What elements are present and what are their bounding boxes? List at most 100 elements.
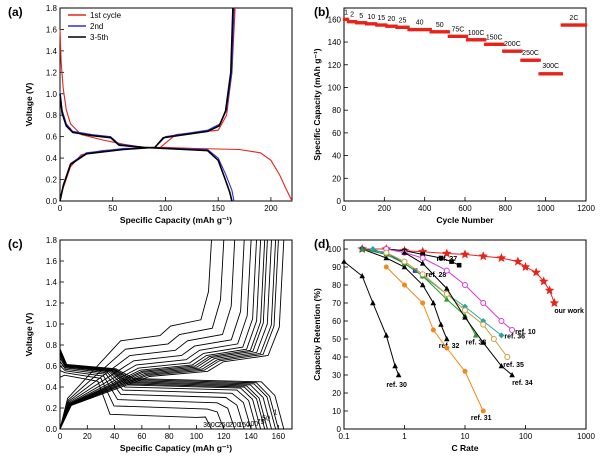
rate-label: 150C [486, 34, 503, 41]
data-point [383, 332, 390, 338]
data-point [462, 314, 468, 320]
series-label: ref. 36 [504, 333, 525, 340]
legend-entry: 3-5th [90, 33, 108, 42]
data-point [430, 300, 437, 306]
y-tick-label-a: 0.8 [46, 111, 58, 120]
rate-label: 300C [542, 63, 559, 70]
rate-charge-curve [59, 239, 266, 430]
x-tick-label-a: 200 [264, 204, 278, 213]
data-point [462, 282, 468, 288]
data-point [419, 282, 426, 288]
data-point [369, 246, 376, 252]
x-tick-label-c: 160 [272, 432, 286, 441]
y-tick-label-d: 90 [332, 263, 341, 272]
y-tick-label-b: 0 [337, 197, 342, 206]
x-tick-label-a: 50 [108, 204, 117, 213]
y-tick-label-c: 1.8 [46, 236, 58, 245]
data-point [443, 296, 450, 302]
x-tick-label-b: 0 [342, 204, 347, 213]
y-tick-label-a: 1.4 [46, 47, 58, 56]
data-point [401, 258, 408, 265]
rate-label: 1 [274, 409, 278, 416]
y-tick-label-b: 100 [328, 83, 342, 92]
series-discharge-curve [59, 91, 235, 202]
y-tick-label-c: 1.4 [46, 278, 58, 287]
rate-label: 2 [350, 12, 354, 19]
y-tick-label-b: 80 [332, 106, 341, 115]
x-tick-label-b: 800 [499, 204, 513, 213]
y-tick-label-c: 0.4 [46, 383, 58, 392]
y-tick-label-d: 0 [337, 425, 342, 434]
y-tick-label-d: 60 [332, 317, 341, 326]
y-axis-title-c: Voltage (V) [24, 312, 34, 356]
data-point [539, 276, 549, 286]
x-tick-label-d: 10 [461, 432, 470, 441]
retention-series-line [343, 261, 400, 376]
y-tick-label-a: 1.0 [46, 90, 58, 99]
series-label: our work [554, 308, 584, 315]
x-tick-label-d: 1 [402, 432, 407, 441]
data-point [420, 300, 426, 306]
series-label: ref. 10 [515, 329, 536, 336]
capacity-point [538, 58, 541, 62]
plot-frame-c [59, 239, 293, 430]
rate-label: 300C [203, 422, 220, 429]
rate-label: 1 [344, 9, 348, 16]
capacity-point [447, 30, 451, 34]
panel-label-c: (c) [8, 237, 23, 251]
capacity-point [560, 72, 563, 76]
rate-label: 250 [218, 422, 230, 429]
y-axis-title-d: Capacity Retention (%) [312, 288, 322, 381]
y-tick-label-a: 1.6 [46, 25, 58, 34]
x-tick-label-a: 150 [212, 204, 226, 213]
data-point [392, 363, 398, 369]
data-point [370, 300, 376, 306]
x-tick-label-c: 20 [83, 432, 92, 441]
y-tick-label-b: 160 [328, 15, 342, 24]
series-label: ref. 37 [437, 256, 458, 263]
x-tick-label-d: 100 [519, 432, 533, 441]
x-tick-label-c: 140 [244, 432, 258, 441]
data-point [490, 336, 497, 342]
series-discharge-curve [59, 93, 233, 202]
rate-discharge-curve [59, 370, 225, 430]
data-point [419, 260, 426, 266]
data-point [443, 267, 450, 274]
x-axis-title-a: Specific Capacity (mAh g⁻¹) [120, 215, 232, 225]
x-tick-label-b: 1000 [537, 204, 555, 213]
rate-label: 200 [229, 422, 241, 429]
series-label: ref. 31 [471, 415, 492, 422]
retention-series-line [404, 252, 513, 376]
y-tick-label-d: 20 [332, 389, 341, 398]
series-charge-curve [59, 7, 234, 202]
series-label: ref. 32 [439, 343, 460, 350]
rate-label: 75C [452, 26, 465, 33]
data-point [420, 252, 426, 257]
capacity-point [407, 25, 410, 29]
x-tick-label-c: 100 [190, 432, 204, 441]
x-tick-label-c: 0 [58, 432, 63, 441]
x-tick-label-c: 60 [137, 432, 146, 441]
data-point [383, 255, 390, 261]
rate-label: 25 [399, 17, 407, 24]
data-point [341, 258, 347, 264]
y-tick-label-d: 70 [332, 299, 341, 308]
data-point [401, 264, 408, 270]
data-point [480, 408, 486, 414]
y-tick-label-a: 1.2 [46, 68, 58, 77]
rate-label: 200C [504, 41, 521, 48]
y-tick-label-c: 0.0 [46, 425, 58, 434]
rate-charge-curve [59, 239, 257, 430]
data-point [462, 368, 468, 374]
x-axis-title-b: Cycle Number [436, 215, 494, 225]
legend-entry: 2nd [90, 22, 103, 31]
series-label: ref. 33 [466, 339, 487, 346]
data-point [520, 262, 531, 271]
rate-charge-curve [59, 239, 277, 430]
y-tick-label-d: 50 [332, 335, 341, 344]
data-point [443, 285, 450, 291]
legend-entry: 1st cycle [90, 11, 122, 20]
rate-charge-curve [59, 239, 279, 430]
data-point [383, 249, 390, 256]
